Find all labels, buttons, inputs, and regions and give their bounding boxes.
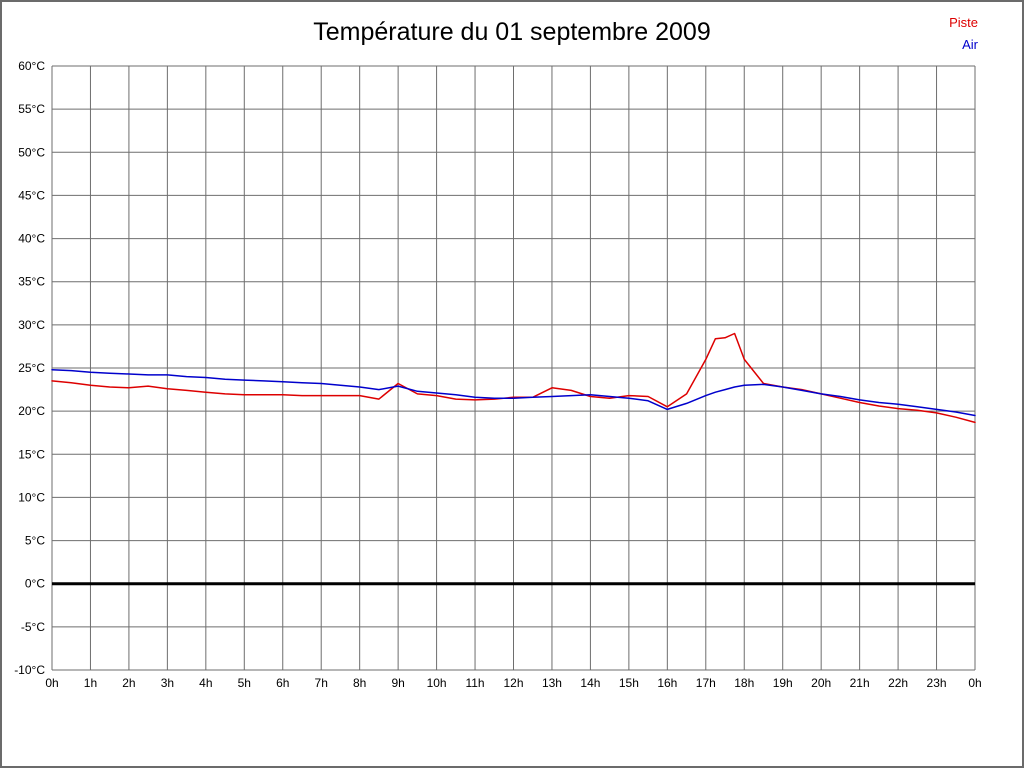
x-axis-tick-label: 17h — [696, 676, 716, 690]
x-axis-tick-label: 5h — [238, 676, 251, 690]
y-axis-tick-label: -10°C — [14, 663, 45, 677]
series-line-air — [51, 368, 976, 417]
x-axis-tick-label: 0h — [968, 676, 981, 690]
x-axis-tick-label: 11h — [465, 676, 484, 690]
x-axis-tick-label: 8h — [353, 676, 366, 690]
x-axis-tick-label: 10h — [427, 676, 447, 690]
y-axis-tick-label: 10°C — [18, 490, 45, 504]
y-axis-tick-label: 50°C — [18, 145, 45, 159]
x-axis-tick-label: 2h — [122, 676, 135, 690]
x-axis-tick-label: 23h — [927, 676, 947, 690]
y-axis-tick-label: 20°C — [18, 404, 45, 418]
x-axis-tick-label: 15h — [619, 676, 639, 690]
x-axis-tick-label: 21h — [850, 676, 870, 690]
y-axis-tick-label: 40°C — [18, 232, 45, 246]
x-axis-tick-label: 3h — [161, 676, 174, 690]
y-axis-tick-label: 35°C — [18, 275, 45, 289]
x-axis-tick-label: 20h — [811, 676, 831, 690]
x-axis-tick-label: 18h — [734, 676, 754, 690]
y-axis-tick-label: 55°C — [18, 102, 45, 116]
y-axis-tick-label: 15°C — [18, 447, 45, 461]
chart-legend: Piste Air — [949, 12, 978, 56]
legend-item-air: Air — [962, 37, 978, 52]
x-axis-tick-label: 16h — [657, 676, 677, 690]
x-axis-tick-label: 12h — [503, 676, 523, 690]
legend-item-piste: Piste — [949, 15, 978, 30]
y-axis-tick-label: 30°C — [18, 318, 45, 332]
y-axis-tick-label: 60°C — [18, 59, 45, 73]
y-axis-tick-label: 0°C — [25, 577, 45, 591]
chart-title: Température du 01 septembre 2009 — [313, 18, 711, 46]
x-axis-tick-label: 4h — [199, 676, 212, 690]
x-axis-tick-label: 7h — [315, 676, 328, 690]
x-axis-tick-label: 0h — [45, 676, 58, 690]
x-axis-tick-label: 22h — [888, 676, 908, 690]
y-axis-tick-label: 5°C — [25, 534, 45, 548]
x-axis-tick-label: 19h — [773, 676, 793, 690]
x-axis-tick-label: 13h — [542, 676, 562, 690]
x-axis-tick-label: 14h — [580, 676, 600, 690]
x-axis-tick-label: 6h — [276, 676, 289, 690]
y-axis-tick-label: 25°C — [18, 361, 45, 375]
y-axis-tick-label: 45°C — [18, 188, 45, 202]
x-axis-tick-label: 1h — [84, 676, 97, 690]
y-axis-tick-label: -5°C — [21, 620, 45, 634]
x-axis-tick-label: 9h — [391, 676, 404, 690]
